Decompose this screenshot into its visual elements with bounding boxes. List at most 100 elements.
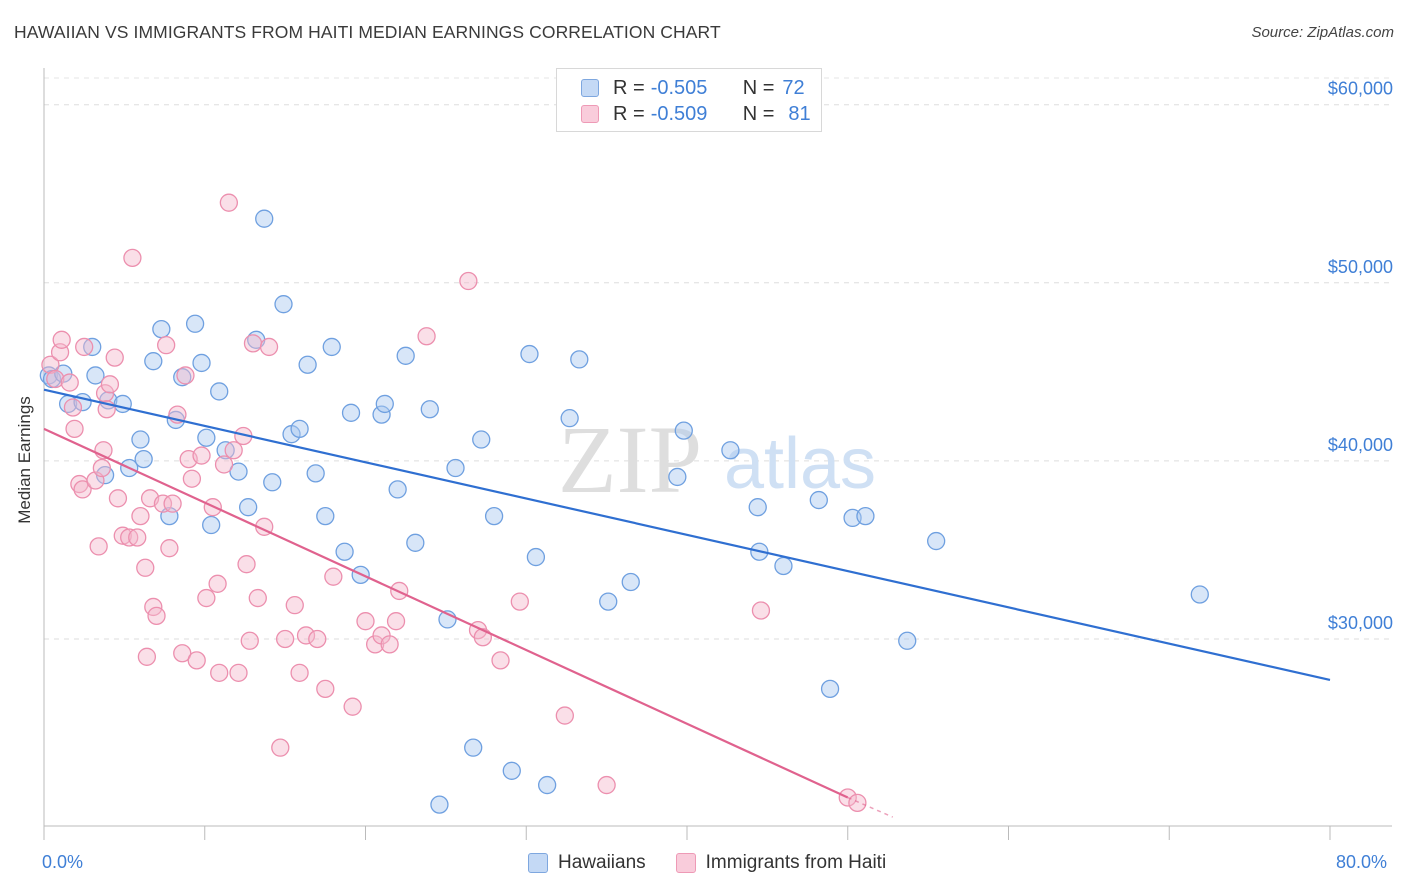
data-point	[208, 574, 227, 593]
legend-r-label: R =	[613, 76, 645, 99]
trend-line	[43, 427, 849, 799]
data-point	[510, 592, 529, 611]
data-point	[356, 612, 375, 631]
data-point	[274, 295, 293, 314]
data-point	[308, 629, 327, 649]
data-point	[192, 446, 211, 465]
data-point	[446, 458, 465, 478]
data-point	[237, 555, 256, 574]
data-point	[214, 455, 234, 474]
data-point	[809, 490, 828, 510]
data-point	[144, 352, 163, 371]
y-tick-label: $30,000	[1328, 613, 1393, 633]
data-point	[229, 462, 248, 481]
data-point	[75, 337, 94, 357]
legend-r-value: -0.505	[650, 76, 708, 99]
axes	[43, 68, 1392, 840]
series-legend-label: Immigrants from Haiti	[705, 852, 887, 873]
data-point	[86, 366, 105, 385]
data-point	[898, 631, 917, 650]
data-point	[375, 394, 394, 414]
data-point	[248, 588, 267, 608]
data-point	[185, 314, 205, 333]
data-point	[520, 344, 539, 364]
data-point	[182, 469, 202, 488]
data-point	[73, 480, 92, 499]
data-point	[668, 467, 687, 487]
data-point	[555, 706, 574, 725]
data-point	[341, 403, 361, 422]
y-tick-label: $60,000	[1328, 79, 1393, 99]
legend-n-label: N =	[742, 76, 775, 99]
legend-n-value: 72	[782, 76, 805, 99]
data-point	[484, 506, 504, 526]
data-point	[296, 626, 316, 645]
source-label: Source: ZipAtlas.com	[1251, 24, 1394, 41]
data-point	[406, 533, 425, 552]
data-point	[306, 464, 325, 483]
data-point	[197, 428, 216, 447]
data-point	[820, 679, 840, 699]
chart-title: HAWAIIAN VS IMMIGRANTS FROM HAITI MEDIAN…	[14, 22, 721, 42]
data-point	[316, 506, 335, 526]
data-point	[131, 506, 150, 526]
data-point	[60, 373, 79, 392]
y-axis-label: Median Earnings	[15, 396, 34, 524]
data-point	[263, 473, 282, 492]
trend-line	[43, 388, 1331, 682]
series-legend-item-hawaiians: Hawaiians	[528, 852, 646, 874]
legend-row-hawaiians: R = -0.505 N = 72	[581, 76, 805, 100]
data-point	[372, 405, 391, 424]
data-point	[108, 489, 128, 508]
data-point	[229, 663, 248, 682]
correlation-legend: R = -0.505 N = 72 R = -0.509 N = 81	[556, 68, 822, 132]
data-points	[39, 193, 1209, 814]
x-tick-label-min: 0.0%	[42, 852, 84, 872]
data-point	[113, 526, 132, 545]
data-point	[285, 596, 304, 615]
legend-r-label: R =	[613, 102, 645, 125]
y-tick-label: $40,000	[1328, 435, 1393, 455]
data-point	[316, 679, 335, 699]
data-point	[173, 644, 192, 663]
data-point	[290, 419, 309, 438]
data-point	[335, 542, 354, 561]
data-point	[210, 663, 229, 682]
series-legend-item-haiti: Immigrants from Haiti	[675, 852, 887, 874]
data-point	[430, 795, 449, 814]
data-point	[420, 400, 439, 419]
data-point	[271, 738, 290, 757]
y-tick-label: $50,000	[1328, 257, 1393, 277]
trend-lines	[43, 388, 1331, 818]
data-point	[491, 651, 510, 670]
legend-r-value: -0.509	[650, 102, 708, 125]
watermark: ZIP atlas	[558, 406, 876, 513]
data-point	[152, 319, 171, 339]
data-point	[322, 337, 341, 357]
data-point	[52, 330, 71, 349]
data-point	[136, 558, 155, 577]
data-point	[153, 494, 173, 513]
data-point	[105, 348, 124, 367]
data-point	[721, 441, 740, 460]
data-point	[65, 419, 84, 438]
legend-row-haiti: R = -0.509 N = 81	[581, 102, 811, 126]
data-point	[459, 271, 478, 291]
data-point	[502, 761, 521, 780]
data-point	[856, 506, 875, 526]
data-point	[386, 612, 406, 631]
data-point	[131, 430, 150, 449]
data-point	[160, 539, 179, 558]
watermark-atlas: atlas	[724, 424, 876, 504]
data-point	[599, 592, 618, 611]
data-point	[176, 366, 195, 385]
data-point	[324, 567, 343, 586]
data-point	[464, 738, 483, 757]
data-point	[472, 430, 491, 449]
data-point	[275, 629, 295, 649]
data-point	[173, 368, 192, 387]
series-haiti	[41, 193, 867, 812]
series-swatch-haiti	[675, 853, 696, 873]
data-point	[560, 409, 579, 428]
